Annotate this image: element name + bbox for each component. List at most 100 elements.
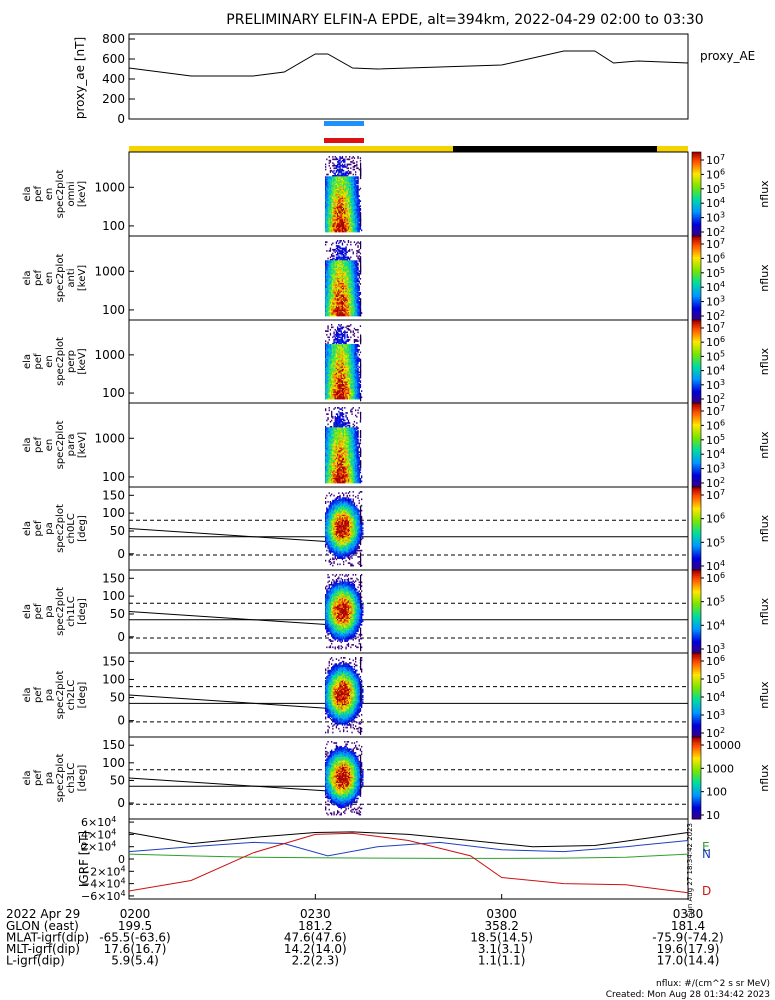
spectrogram-cell: [327, 201, 329, 204]
spectrogram-cell: [333, 197, 335, 200]
spectrogram-cell: [328, 461, 330, 464]
spectrogram-cell: [331, 305, 333, 308]
spectrogram-cell: [351, 377, 353, 380]
spectrogram-cell: [340, 280, 342, 283]
spectrogram-cell: [344, 271, 346, 274]
spectrogram-cell: [335, 290, 338, 293]
spectrogram-cell: [334, 226, 336, 229]
spectrogram-cell: [327, 274, 329, 276]
spectrogram-cell: [343, 188, 345, 191]
spectrogram-cell: [359, 205, 362, 208]
spectrogram-cell: [332, 392, 334, 395]
spectrogram-cell: [339, 214, 341, 216]
spectrogram-cell: [356, 270, 358, 273]
spectrogram-cell: [356, 260, 358, 262]
spectrogram-cell: [356, 370, 358, 372]
spectrogram-cell: [325, 303, 327, 305]
spectrogram-cell: [326, 381, 328, 384]
spectrogram-cell: [349, 359, 351, 361]
spectrogram-cell: [356, 284, 358, 286]
spectrogram-cell: [347, 218, 350, 220]
spectrogram-cell: [328, 477, 330, 480]
spectrogram-cell: [334, 293, 336, 295]
spectrogram-cell: [341, 260, 344, 262]
spectrogram-cell: [327, 364, 329, 366]
spectrogram-cell: [334, 207, 336, 210]
spectrogram-cell: [334, 460, 336, 462]
spectrogram-cell: [343, 226, 345, 229]
spectrogram-cell: [347, 264, 350, 266]
spectrogram-cell: [353, 199, 356, 201]
spectrogram-cell: [337, 365, 339, 367]
spectrogram-cell: [328, 295, 330, 298]
spectrogram-cell: [328, 351, 330, 354]
spectrogram-cell: [343, 347, 345, 350]
spectrogram-cell: [331, 387, 333, 390]
spectrogram-cell: [355, 196, 357, 199]
spectrogram-cell: [350, 397, 352, 400]
spectrogram-cell: [339, 330, 341, 332]
spectrogram-cell: [334, 181, 336, 183]
spectrogram-cell: [329, 451, 332, 453]
spectrogram-cell: [335, 194, 338, 196]
spectrogram-cell: [346, 260, 348, 262]
spectrogram-cell: [332, 336, 334, 339]
spectrogram-cell: [333, 434, 335, 437]
spectrogram-cell: [343, 280, 345, 283]
spectrogram-cell: [325, 194, 327, 196]
spectrogram-cell: [340, 288, 342, 290]
spectrogram-cell: [335, 352, 338, 355]
spectrogram-cell: [351, 312, 353, 314]
spectrogram-cell: [325, 180, 327, 182]
spectrogram-cell: [349, 223, 351, 225]
spectrogram-cell: [335, 305, 338, 308]
spectrogram-cell: [339, 218, 341, 220]
spectrogram-cell: [344, 173, 346, 176]
spectrogram-cell: [350, 279, 352, 281]
spectrogram-cell: [337, 265, 339, 267]
spectrogram-cell: [334, 429, 336, 432]
spectrogram-cell: [334, 228, 336, 230]
spectrogram-cell: [346, 299, 348, 302]
spectrogram-cell: [340, 253, 342, 256]
spectrogram-cell: [351, 360, 353, 362]
spectrogram-cell: [343, 308, 345, 311]
spectrogram-cell: [347, 280, 350, 283]
spectrogram-cell: [325, 220, 327, 223]
spectrogram-cell: [353, 230, 356, 233]
spectrogram-cell: [345, 392, 347, 395]
spectrogram-cell: [344, 194, 346, 196]
spectrogram-cell: [337, 347, 339, 350]
spectrogram-cell: [331, 285, 333, 288]
spectrogram-cell: [326, 438, 328, 441]
spectrogram-cell: [353, 190, 356, 192]
spectrogram-cell: [356, 394, 358, 396]
spectrogram-cell: [326, 346, 328, 349]
spectrogram-cell: [357, 304, 359, 307]
spectrogram-cell: [325, 472, 327, 475]
spectrogram-cell: [356, 355, 358, 357]
spectrogram-cell: [333, 365, 335, 367]
spectrogram-cell: [335, 334, 338, 336]
spectrogram-cell: [334, 279, 336, 281]
spectrogram-cell: [356, 365, 358, 367]
spectrogram-cell: [332, 370, 334, 372]
spectrogram-cell: [358, 226, 360, 229]
spectrogram-cell: [352, 291, 354, 294]
spectrogram-cell: [350, 219, 352, 221]
spectrogram-cell: [329, 365, 332, 367]
spectrogram-cell: [349, 387, 351, 390]
spectrogram-cell: [356, 307, 358, 309]
spectrogram-cell: [337, 339, 339, 341]
spectrogram-cell: [337, 213, 339, 215]
spectrogram-cell: [328, 228, 330, 230]
spectrogram-cell: [326, 199, 328, 201]
spectrogram-cell: [331, 362, 333, 365]
spectrogram-cell: [328, 271, 330, 274]
spectrogram-cell: [340, 307, 342, 309]
spectrogram-cell: [349, 177, 351, 180]
spectrogram-cell: [351, 293, 353, 295]
spectrogram-cell: [333, 204, 335, 206]
spectrogram-cell: [325, 377, 327, 380]
spectrogram-cell: [344, 297, 346, 299]
